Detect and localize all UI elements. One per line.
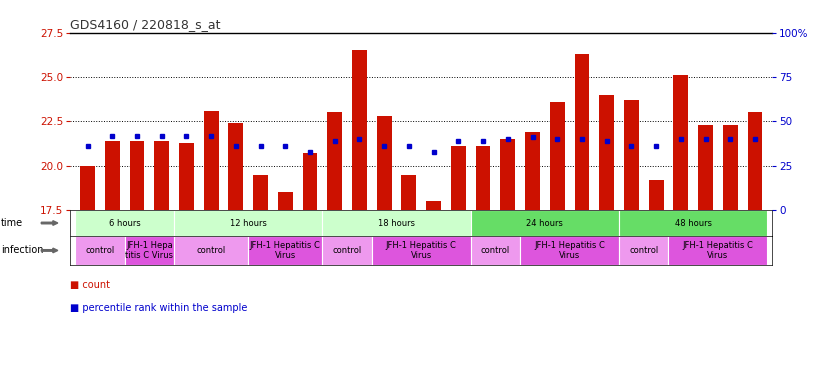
Bar bbox=[476, 146, 491, 210]
Text: control: control bbox=[197, 246, 225, 255]
Bar bbox=[520, 236, 619, 265]
Bar bbox=[648, 180, 663, 210]
Bar bbox=[253, 175, 268, 210]
Bar bbox=[352, 50, 367, 210]
Bar bbox=[278, 192, 292, 210]
Bar bbox=[322, 210, 471, 236]
Bar bbox=[174, 210, 322, 236]
Bar bbox=[179, 143, 194, 210]
Text: 48 hours: 48 hours bbox=[675, 218, 712, 227]
Text: 6 hours: 6 hours bbox=[109, 218, 140, 227]
Bar bbox=[550, 102, 565, 210]
Bar bbox=[372, 236, 471, 265]
Text: 12 hours: 12 hours bbox=[230, 218, 267, 227]
Bar bbox=[302, 153, 317, 210]
Bar bbox=[426, 201, 441, 210]
Bar bbox=[575, 54, 590, 210]
Text: 18 hours: 18 hours bbox=[378, 218, 415, 227]
Bar bbox=[525, 132, 540, 210]
Bar bbox=[624, 100, 638, 210]
Bar bbox=[75, 236, 125, 265]
Bar bbox=[471, 236, 520, 265]
Bar bbox=[471, 210, 619, 236]
Bar bbox=[451, 146, 466, 210]
Text: 24 hours: 24 hours bbox=[526, 218, 563, 227]
Text: GDS4160 / 220818_s_at: GDS4160 / 220818_s_at bbox=[70, 18, 221, 31]
Bar bbox=[698, 125, 713, 210]
Text: infection: infection bbox=[1, 245, 43, 255]
Text: control: control bbox=[333, 246, 362, 255]
Text: ■ percentile rank within the sample: ■ percentile rank within the sample bbox=[70, 303, 248, 313]
Bar bbox=[229, 123, 244, 210]
Text: ■ count: ■ count bbox=[70, 280, 110, 290]
Text: JFH-1 Hepatitis C
Virus: JFH-1 Hepatitis C Virus bbox=[386, 241, 457, 260]
Bar bbox=[80, 166, 95, 210]
Bar bbox=[673, 75, 688, 210]
Bar bbox=[377, 116, 392, 210]
Bar bbox=[248, 236, 322, 265]
Bar bbox=[668, 236, 767, 265]
Text: time: time bbox=[1, 218, 23, 228]
Text: control: control bbox=[85, 246, 115, 255]
Bar bbox=[327, 113, 342, 210]
Bar bbox=[401, 175, 416, 210]
Bar bbox=[501, 139, 515, 210]
Bar bbox=[130, 141, 145, 210]
Bar bbox=[105, 141, 120, 210]
Bar bbox=[748, 113, 762, 210]
Bar bbox=[75, 210, 174, 236]
Bar bbox=[322, 236, 372, 265]
Bar bbox=[619, 210, 767, 236]
Text: JFH-1 Hepatitis C
Virus: JFH-1 Hepatitis C Virus bbox=[682, 241, 753, 260]
Bar bbox=[599, 95, 614, 210]
Bar bbox=[723, 125, 738, 210]
Bar bbox=[174, 236, 248, 265]
Bar bbox=[619, 236, 668, 265]
Text: control: control bbox=[629, 246, 658, 255]
Bar bbox=[125, 236, 174, 265]
Text: JFH-1 Hepa
titis C Virus: JFH-1 Hepa titis C Virus bbox=[126, 241, 173, 260]
Text: control: control bbox=[481, 246, 510, 255]
Bar bbox=[204, 111, 219, 210]
Bar bbox=[154, 141, 169, 210]
Text: JFH-1 Hepatitis C
Virus: JFH-1 Hepatitis C Virus bbox=[249, 241, 320, 260]
Text: JFH-1 Hepatitis C
Virus: JFH-1 Hepatitis C Virus bbox=[534, 241, 605, 260]
